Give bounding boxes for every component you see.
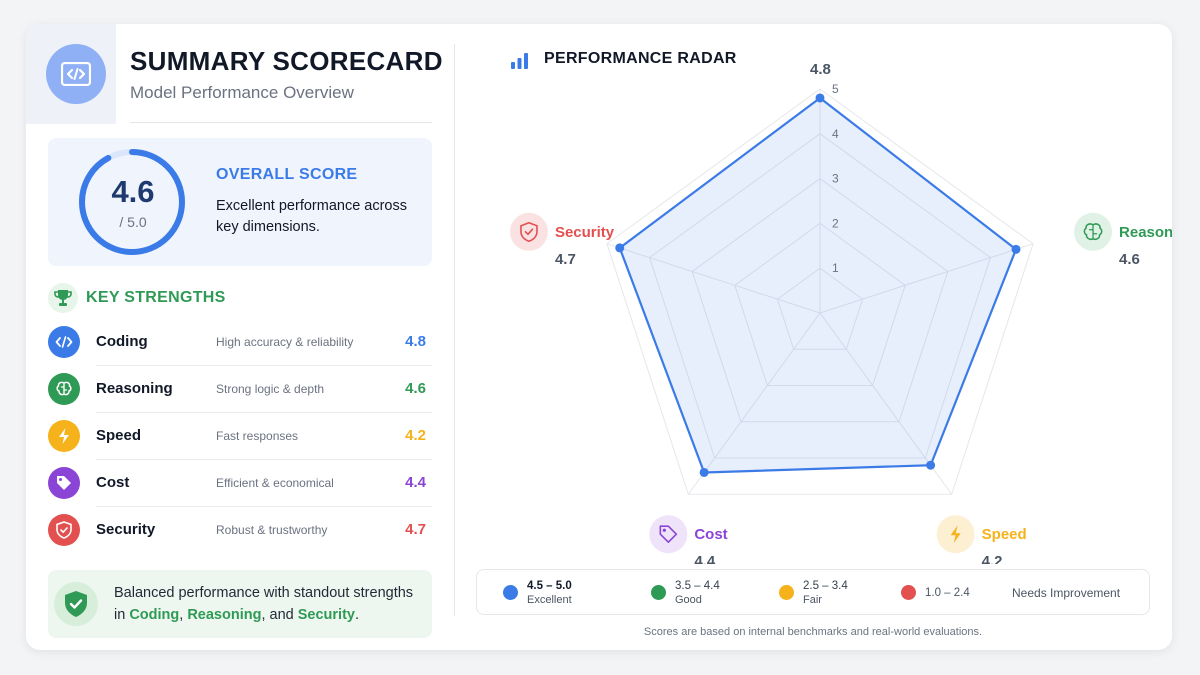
strength-description: Strong logic & depth: [216, 382, 325, 396]
scorecard-card: SUMMARY SCORECARD Model Performance Over…: [26, 24, 1172, 650]
axis-value-coding: 4.8: [810, 64, 831, 78]
strength-row-reasoning: Reasoning Strong logic & depth 4.6: [48, 367, 432, 413]
legend-range: 3.5 – 4.4: [675, 580, 720, 592]
strength-name: Coding: [96, 333, 148, 350]
axis-value-reasoning: 4.6: [1119, 251, 1140, 268]
strength-description: Robust & trustworthy: [216, 523, 328, 537]
trophy-icon: [48, 283, 78, 313]
data-point-security: [615, 243, 625, 253]
shield-icon: [48, 514, 80, 546]
grid-ring-4: [648, 133, 992, 459]
bar-chart-icon: [510, 52, 530, 75]
tick-label: 3: [832, 172, 839, 186]
strength-value: 4.8: [405, 333, 426, 350]
overall-score-label: OVERALL SCORE: [216, 166, 358, 183]
summary-panel: Balanced performance with standout stren…: [48, 570, 432, 638]
column-divider: [454, 44, 455, 616]
page-title: SUMMARY SCORECARD: [130, 46, 443, 76]
legend-needs-improvement-label: Needs Improvement: [1012, 586, 1121, 600]
strength-description: Efficient & economical: [216, 476, 334, 490]
summary-text: Balanced performance with standout stren…: [114, 585, 414, 623]
performance-radar-chart: 12345Coding4.8Reasoning4.6Speed4.2Cost4.…: [509, 64, 1172, 564]
axis-label-speed: Speed: [982, 526, 1027, 543]
page-subtitle: Model Performance Overview: [130, 83, 354, 102]
legend-label: Fair: [803, 594, 822, 606]
strength-name: Reasoning: [96, 380, 173, 397]
code-logo-icon: [46, 44, 106, 104]
overall-score-max: / 5.0: [119, 214, 147, 230]
header-divider: [130, 122, 432, 123]
overall-score-panel: 4.6 / 5.0 OVERALL SCORE Excellent perfor…: [48, 138, 432, 266]
axis-label-reasoning: Reasoning: [1119, 224, 1172, 241]
overall-score-description: Excellent performance across key dimensi…: [216, 198, 407, 235]
shield-icon: [520, 221, 538, 243]
key-strengths-title: KEY STRENGTHS: [86, 289, 226, 306]
tag-icon: [48, 467, 80, 499]
legend-dot: [779, 585, 794, 600]
tag-icon-bubble: [649, 515, 688, 554]
overall-score-value: 4.6: [111, 174, 155, 209]
strength-name: Cost: [96, 474, 130, 491]
data-point-cost: [699, 467, 709, 477]
chart-legend: 4.5 – 5.0 Excellent 3.5 – 4.4 Good 2.5 –…: [476, 569, 1150, 615]
lightning-icon: [48, 420, 80, 452]
grid-ring-3: [691, 177, 949, 423]
data-point-coding: [815, 93, 825, 103]
code-icon: [48, 326, 80, 358]
strength-value: 4.4: [405, 474, 426, 491]
grid-ring-1: [776, 267, 864, 350]
strength-description: Fast responses: [216, 429, 299, 443]
axis-spoke: [687, 312, 821, 495]
row-divider: [96, 459, 432, 460]
data-point-speed: [926, 460, 936, 470]
strength-value: 4.7: [405, 521, 426, 538]
row-divider: [96, 412, 432, 413]
legend-dot: [503, 585, 518, 600]
legend-label: Good: [675, 594, 702, 606]
radar-title: PERFORMANCE RADAR: [544, 50, 737, 67]
grid-ring-2: [734, 222, 906, 386]
footnote: Scores are based on internal benchmarks …: [643, 626, 983, 638]
axis-value-cost: 4.4: [694, 553, 716, 564]
score-ring: [79, 149, 185, 255]
tick-label: 2: [832, 216, 839, 230]
strength-row-speed: Speed Fast responses 4.2: [48, 414, 432, 460]
legend-range: 1.0 – 2.4: [925, 587, 970, 599]
legend-label: Excellent: [527, 594, 572, 606]
row-divider: [96, 365, 432, 366]
score-ring-progress: [79, 149, 185, 255]
axis-label-cost: Cost: [694, 526, 727, 543]
legend-dot: [901, 585, 916, 600]
legend-dot: [651, 585, 666, 600]
series-area: [618, 96, 1018, 474]
axis-value-speed: 4.2: [982, 553, 1003, 564]
brain-icon: [48, 373, 80, 405]
shield-check-icon: [54, 582, 98, 626]
row-divider: [96, 506, 432, 507]
brain-icon: [1083, 223, 1103, 241]
tick-label: 1: [832, 261, 839, 275]
strength-name: Speed: [96, 427, 142, 444]
tick-label: 4: [832, 127, 839, 141]
legend-range: 2.5 – 3.4: [803, 580, 848, 592]
strength-description: High accuracy & reliability: [216, 335, 354, 349]
axis-spoke: [606, 243, 821, 314]
axis-label-security: Security: [555, 224, 615, 241]
strength-name: Security: [96, 521, 156, 538]
strength-value: 4.2: [405, 427, 426, 444]
data-point-reasoning: [1011, 244, 1021, 254]
lightning-icon: [950, 525, 961, 544]
tick-label: 5: [832, 82, 839, 96]
tag-icon: [659, 525, 678, 544]
strength-row-cost: Cost Efficient & economical 4.4: [48, 461, 432, 507]
strength-row-security: Security Robust & trustworthy 4.7: [48, 508, 432, 554]
shield-icon-bubble: [509, 212, 548, 251]
legend-range: 4.5 – 5.0: [527, 580, 572, 592]
axis-spoke: [819, 243, 1034, 314]
strength-value: 4.6: [405, 380, 426, 397]
grid-ring-5: [606, 88, 1034, 495]
axis-value-security: 4.7: [555, 251, 576, 268]
strength-row-coding: Coding High accuracy & reliability 4.8: [48, 320, 432, 366]
